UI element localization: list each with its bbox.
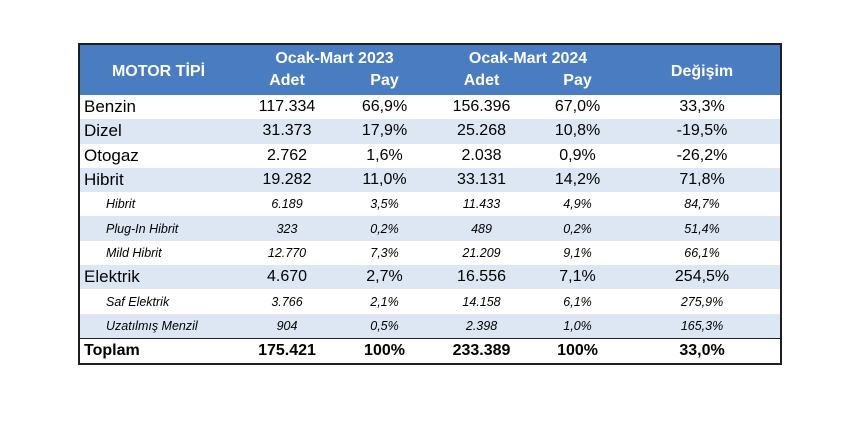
cell-adet-2024: 489 [432, 216, 532, 241]
row-label: Plug-In Hibrit [79, 216, 237, 241]
cell-degisim: -26,2% [676, 146, 728, 164]
cell-degisim: 254,5% [624, 265, 782, 290]
cell-adet-2024: 21.209 [462, 245, 501, 260]
table-row: Hibrit 19.282 11,0% 33.131 14,2% 71,8% [79, 167, 782, 193]
cell-pay-2024: 67,0% [554, 98, 601, 116]
cell-adet-2024: 2.398 [432, 313, 532, 339]
total-adet-2023: 175.421 [237, 337, 337, 365]
cell-adet-2023: 6.189 [271, 197, 303, 212]
cell-pay-2023: 0,5% [337, 313, 433, 339]
cell-pay-2024: 6,1% [563, 294, 592, 309]
cell-adet-2023: 2.762 [266, 146, 308, 164]
total-adet-2024: 233.389 [432, 337, 532, 365]
cell-adet-2023: 31.373 [237, 119, 337, 144]
cell-adet-2024: 156.396 [452, 98, 511, 116]
table-row: Elektrik 4.670 2,7% 16.556 7,1% 254,5% [79, 265, 782, 290]
cell-pay-2023: 2,7% [337, 265, 433, 290]
motor-type-sales-table: MOTOR TİPİ Ocak-Mart 2023 Ocak-Mart 2024… [78, 43, 783, 366]
cell-degisim: 275,9% [680, 294, 724, 309]
cell-pay-2023: 2,1% [370, 294, 399, 309]
cell-pay-2023: 3,5% [370, 197, 399, 212]
cell-pay-2024: 0,2% [531, 216, 625, 241]
cell-pay-2024: 9,1% [563, 245, 592, 260]
cell-pay-2024: 14,2% [531, 167, 625, 193]
header-degisim: Değişim [624, 44, 782, 95]
cell-adet-2023: 323 [237, 216, 337, 241]
header-period-2023: Ocak-Mart 2023 [237, 44, 433, 70]
cell-adet-2024: 16.556 [432, 265, 532, 290]
table-row: Benzin 117.334 66,9% 156.396 67,0% 33,3% [79, 95, 781, 119]
cell-pay-2024: 7,1% [531, 265, 625, 290]
row-label: Uzatılmış Menzil [79, 313, 237, 339]
cell-pay-2023: 0,2% [337, 216, 433, 241]
header-period-2024: Ocak-Mart 2024 [432, 44, 625, 70]
total-degisim: 33,0% [624, 337, 782, 365]
header-adet-2024: Adet [432, 70, 532, 95]
header-pay-2024: Pay [531, 70, 625, 95]
table-row: Otogaz 2.762 1,6% 2.038 0,9% -26,2% [79, 144, 781, 168]
cell-adet-2024: 33.131 [432, 167, 532, 193]
cell-degisim: 71,8% [624, 167, 782, 193]
cell-adet-2023: 117.334 [258, 98, 316, 116]
cell-pay-2023: 17,9% [337, 119, 433, 144]
cell-degisim: 84,7% [684, 197, 720, 212]
cell-adet-2023: 4.670 [237, 265, 337, 290]
row-label: Otogaz [84, 145, 139, 165]
cell-pay-2024: 1,0% [531, 313, 625, 339]
cell-degisim: 51,4% [624, 216, 782, 241]
cell-degisim: 33,3% [679, 98, 725, 116]
table-row: Uzatılmış Menzil 904 0,5% 2.398 1,0% 165… [79, 313, 782, 339]
cell-pay-2024: 4,9% [563, 197, 592, 212]
header-adet-2023: Adet [237, 70, 337, 95]
total-pay-2023: 100% [337, 337, 433, 365]
cell-adet-2023: 3.766 [271, 294, 303, 309]
row-label: Elektrik [79, 265, 237, 290]
cell-degisim: 165,3% [624, 313, 782, 339]
row-label: Hibrit [106, 197, 136, 212]
cell-pay-2023: 11,0% [337, 167, 433, 193]
total-row: Toplam 175.421 100% 233.389 100% 33,0% [79, 337, 782, 365]
cell-pay-2023: 1,6% [366, 146, 403, 164]
cell-adet-2024: 14.158 [462, 294, 501, 309]
row-label: Hibrit [79, 167, 237, 193]
row-label: Saf Elektrik [106, 294, 170, 309]
cell-pay-2024: 10,8% [531, 119, 625, 144]
row-label: Dizel [79, 119, 237, 144]
cell-pay-2023: 7,3% [370, 245, 399, 260]
total-label: Toplam [79, 337, 237, 365]
cell-adet-2023: 904 [237, 313, 337, 339]
header-motor-tipi: MOTOR TİPİ [79, 44, 237, 95]
cell-adet-2024: 25.268 [432, 119, 532, 144]
cell-adet-2024: 2.038 [461, 146, 502, 164]
row-label: Mild Hibrit [106, 245, 162, 260]
cell-adet-2023: 19.282 [237, 167, 337, 193]
header-pay-2023: Pay [337, 70, 433, 95]
row-label: Benzin [84, 97, 136, 117]
table-row: Hibrit 6.189 3,5% 11.433 4,9% 84,7% [79, 192, 781, 216]
cell-pay-2023: 66,9% [361, 98, 408, 116]
cell-degisim: 66,1% [684, 245, 720, 260]
table-row: Plug-In Hibrit 323 0,2% 489 0,2% 51,4% [79, 216, 782, 241]
table-row: Dizel 31.373 17,9% 25.268 10,8% -19,5% [79, 119, 782, 144]
table-row: Mild Hibrit 12.770 7,3% 21.209 9,1% 66,1… [79, 241, 781, 265]
cell-degisim: -19,5% [624, 119, 782, 144]
cell-pay-2024: 0,9% [559, 146, 596, 164]
cell-adet-2024: 11.433 [462, 197, 501, 212]
total-pay-2024: 100% [531, 337, 625, 365]
table-row: Saf Elektrik 3.766 2,1% 14.158 6,1% 275,… [79, 289, 781, 313]
cell-adet-2023: 12.770 [267, 245, 307, 260]
